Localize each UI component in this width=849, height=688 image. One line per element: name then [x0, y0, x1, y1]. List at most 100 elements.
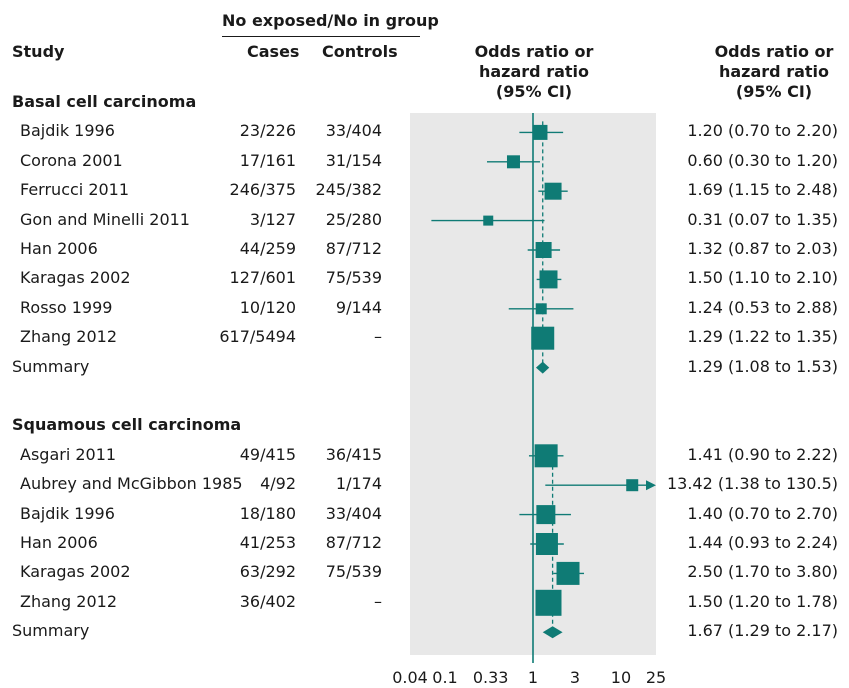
plot-header-line-3: (95% CI): [495, 82, 573, 101]
estimate-square: [535, 533, 558, 555]
estimate-square: [531, 326, 555, 350]
controls-value: –: [374, 327, 382, 347]
plot-column-header: Odds ratio or hazard ratio (95% CI): [434, 42, 634, 102]
ci-text: 1.32 (0.87 to 2.03): [687, 239, 838, 258]
summary-label: Summary: [12, 621, 90, 641]
controls-value: 75/539: [325, 562, 382, 582]
controls-value: 9/144: [335, 297, 382, 317]
ci-text: 1.29 (1.22 to 1.35): [687, 327, 838, 347]
cases-value: 4/92: [260, 474, 296, 494]
ci-text: 0.60 (0.30 to 1.20): [687, 150, 838, 170]
ci-text: 1.40 (0.70 to 2.70): [687, 503, 838, 523]
controls-value: –: [374, 591, 382, 611]
estimate-square: [535, 589, 562, 616]
cases-value: 617/5494: [219, 327, 296, 347]
x-tick-label: 25: [645, 668, 667, 687]
estimate-square: [535, 242, 552, 258]
estimate-square: [483, 215, 494, 226]
plot-header-line-2: hazard ratio: [478, 62, 590, 81]
summary-diamond: [535, 361, 550, 374]
group-header: No exposed/No in group: [222, 11, 439, 30]
group-header-rule: [222, 36, 420, 37]
controls-value: 75/539: [325, 268, 382, 288]
controls-value: 1/174: [335, 474, 382, 494]
estimate-square: [535, 303, 547, 315]
controls-value: 31/154: [325, 150, 382, 170]
ci-text: 1.44 (0.93 to 2.24): [687, 533, 838, 552]
ci-text: 1.24 (0.53 to 2.88): [687, 297, 838, 317]
study-label: Bajdik 1996: [20, 503, 115, 523]
x-tick-label: 0.04: [392, 668, 428, 687]
controls-value: 87/712: [325, 239, 382, 258]
ci-text: 1.41 (0.90 to 2.22): [687, 444, 838, 464]
cases-header: Cases: [247, 42, 300, 61]
cases-value: 246/375: [229, 180, 296, 200]
study-label: Han 2006: [20, 239, 98, 258]
study-label: Rosso 1999: [20, 297, 113, 317]
x-tick-label: 0.1: [432, 668, 458, 687]
x-tick-label: 10: [610, 668, 632, 687]
ci-arrow: [646, 480, 656, 491]
estimate-square: [626, 479, 639, 492]
cases-value: 18/180: [239, 503, 296, 523]
cases-value: 44/259: [239, 239, 296, 258]
study-label: Karagas 2002: [20, 562, 131, 582]
plot-header-line-1: Odds ratio or: [474, 42, 594, 61]
cases-value: 10/120: [239, 297, 296, 317]
summary-diamond: [542, 626, 563, 639]
cases-value: 23/226: [239, 121, 296, 141]
ci-text: 1.69 (1.15 to 2.48): [687, 180, 838, 200]
ci-text: 1.20 (0.70 to 2.20): [687, 121, 838, 141]
study-label: Asgari 2011: [20, 444, 117, 464]
ci-header-line-1: Odds ratio or: [714, 42, 834, 61]
section-title: Basal cell carcinoma: [12, 92, 197, 111]
summary-ci-text: 1.67 (1.29 to 2.17): [687, 621, 838, 641]
estimate-square: [556, 561, 580, 585]
cases-value: 49/415: [239, 444, 296, 464]
estimate-square: [536, 505, 556, 525]
ci-text: 0.31 (0.07 to 1.35): [687, 209, 838, 229]
cases-value: 41/253: [239, 533, 296, 552]
controls-value: 33/404: [325, 121, 382, 141]
ci-header-line-2: hazard ratio: [718, 62, 830, 81]
ci-text: 1.50 (1.10 to 2.10): [687, 268, 838, 288]
study-label: Bajdik 1996: [20, 121, 115, 141]
study-header: Study: [12, 42, 65, 61]
ci-text: 13.42 (1.38 to 130.5): [666, 474, 838, 494]
study-label: Aubrey and McGibbon 1985: [20, 474, 243, 494]
estimate-square: [532, 124, 548, 140]
x-tick-label: 1: [527, 668, 539, 687]
controls-value: 25/280: [325, 209, 382, 229]
study-label: Han 2006: [20, 533, 98, 552]
estimate-square: [539, 270, 558, 289]
ci-text: 2.50 (1.70 to 3.80): [687, 562, 838, 582]
study-label: Ferrucci 2011: [20, 180, 130, 200]
x-tick-label: 0.33: [472, 668, 509, 687]
x-tick-label: 3: [569, 668, 581, 687]
controls-value: 33/404: [325, 503, 382, 523]
cases-value: 3/127: [249, 209, 296, 229]
cases-value: 17/161: [239, 150, 296, 170]
estimate-square: [506, 155, 520, 169]
study-label: Corona 2001: [20, 150, 123, 170]
controls-value: 87/712: [325, 533, 382, 552]
estimate-square: [544, 182, 562, 200]
study-label: Zhang 2012: [20, 591, 118, 611]
section-title: Squamous cell carcinoma: [12, 415, 242, 435]
ci-column-header: Odds ratio or hazard ratio (95% CI): [674, 42, 849, 102]
cases-value: 63/292: [239, 562, 296, 582]
cases-value: 127/601: [229, 268, 296, 288]
study-label: Zhang 2012: [20, 327, 118, 347]
cases-value: 36/402: [239, 591, 296, 611]
controls-header: Controls: [322, 42, 398, 61]
ci-text: 1.50 (1.20 to 1.78): [687, 591, 838, 611]
summary-ci-text: 1.29 (1.08 to 1.53): [687, 356, 838, 376]
ci-header-line-3: (95% CI): [735, 82, 813, 101]
study-label: Gon and Minelli 2011: [20, 209, 190, 229]
study-label: Karagas 2002: [20, 268, 131, 288]
estimate-square: [534, 444, 558, 468]
summary-label: Summary: [12, 356, 90, 376]
controls-value: 245/382: [315, 180, 382, 200]
controls-value: 36/415: [325, 444, 382, 464]
